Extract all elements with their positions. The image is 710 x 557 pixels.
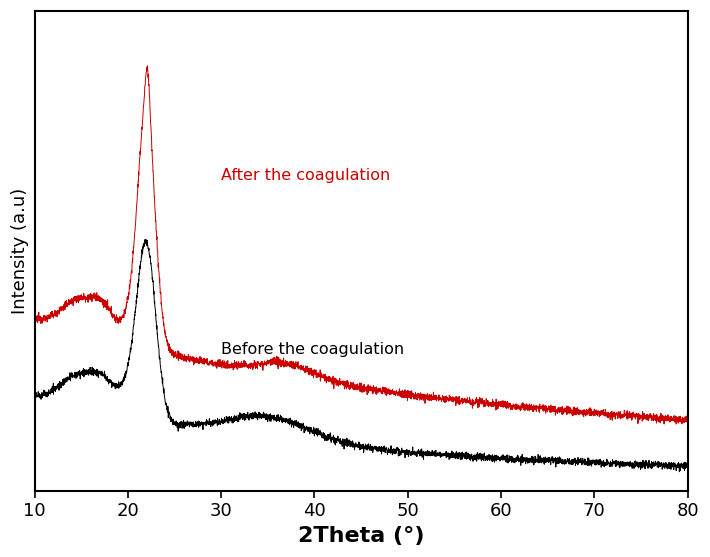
X-axis label: 2Theta (°): 2Theta (°) [298,526,425,546]
Y-axis label: Intensity (a.u): Intensity (a.u) [11,188,29,314]
Text: Before the coagulation: Before the coagulation [222,341,404,356]
Text: After the coagulation: After the coagulation [222,168,390,183]
